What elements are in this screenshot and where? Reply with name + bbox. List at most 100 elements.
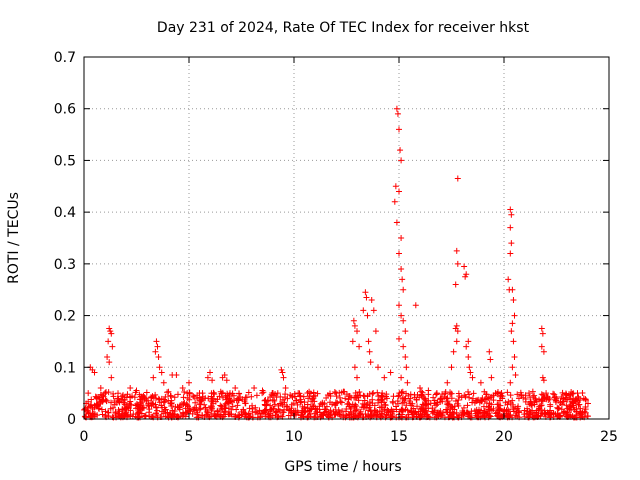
data-point bbox=[507, 206, 514, 213]
baseline-point bbox=[481, 413, 488, 420]
baseline-point bbox=[138, 410, 145, 417]
data-point bbox=[510, 297, 517, 304]
data-point bbox=[539, 374, 546, 381]
baseline-point bbox=[272, 409, 279, 416]
data-point bbox=[279, 369, 286, 376]
baseline-point bbox=[99, 411, 106, 418]
data-point bbox=[396, 250, 402, 257]
baseline-point bbox=[370, 390, 377, 397]
baseline-point bbox=[217, 402, 224, 409]
data-point bbox=[463, 271, 470, 278]
data-point bbox=[507, 379, 514, 386]
data-point bbox=[540, 348, 547, 355]
baseline-point bbox=[92, 411, 99, 418]
baseline-point bbox=[460, 409, 467, 416]
baseline-point bbox=[351, 403, 358, 410]
data-point bbox=[511, 353, 518, 360]
baseline-point bbox=[405, 411, 412, 418]
data-point bbox=[365, 338, 372, 345]
baseline-point bbox=[137, 405, 144, 412]
baseline-point bbox=[552, 393, 559, 400]
data-point bbox=[453, 322, 460, 329]
baseline-point bbox=[126, 400, 133, 407]
baseline-point bbox=[235, 411, 242, 418]
baseline-point bbox=[573, 408, 580, 415]
baseline-point bbox=[325, 413, 332, 420]
baseline-point bbox=[577, 405, 584, 412]
baseline-point bbox=[194, 409, 201, 416]
baseline-point bbox=[388, 406, 395, 413]
baseline-point bbox=[180, 411, 187, 418]
baseline-point bbox=[242, 394, 249, 401]
data-point bbox=[509, 286, 516, 293]
data-point bbox=[105, 338, 112, 345]
data-point bbox=[381, 374, 388, 381]
baseline-point bbox=[529, 388, 536, 395]
baseline-point bbox=[110, 404, 117, 411]
baseline-point bbox=[104, 409, 111, 416]
data-point bbox=[154, 343, 161, 350]
data-point bbox=[295, 390, 302, 397]
baseline-point bbox=[127, 412, 134, 419]
baseline-point bbox=[351, 413, 358, 420]
data-point bbox=[486, 348, 493, 355]
data-point bbox=[209, 377, 216, 384]
baseline-point bbox=[514, 405, 521, 412]
baseline-point bbox=[503, 411, 510, 418]
baseline-point bbox=[582, 395, 589, 402]
x-tick-label: 25 bbox=[600, 429, 618, 445]
baseline-point bbox=[367, 408, 374, 415]
data-point bbox=[507, 250, 514, 257]
baseline-point bbox=[309, 402, 316, 409]
baseline-point bbox=[577, 396, 584, 403]
baseline-point bbox=[81, 413, 88, 420]
baseline-point bbox=[145, 402, 152, 409]
baseline-point bbox=[242, 400, 249, 407]
baseline-point bbox=[507, 392, 514, 399]
baseline-point bbox=[196, 406, 203, 413]
y-tick-label: 0.2 bbox=[54, 309, 76, 325]
axis-ticks: 0 0.1 0.2 0.3 0.4 0.5 0.6 0.7 0 5 10 15 20 25 bbox=[54, 50, 618, 445]
baseline-point bbox=[352, 407, 359, 414]
baseline-point bbox=[538, 402, 545, 409]
data-point bbox=[450, 348, 457, 355]
baseline-point bbox=[249, 402, 256, 409]
baseline-point bbox=[99, 397, 106, 404]
baseline-point bbox=[509, 397, 516, 404]
baseline-point bbox=[201, 401, 208, 408]
data-point bbox=[465, 338, 472, 345]
baseline-point bbox=[322, 406, 329, 413]
data-point bbox=[173, 372, 180, 379]
baseline-point bbox=[331, 402, 338, 409]
x-tick-label: 15 bbox=[390, 429, 408, 445]
baseline-point bbox=[219, 389, 226, 396]
baseline-point bbox=[236, 412, 243, 419]
baseline-point bbox=[87, 402, 94, 409]
chart-title: Day 231 of 2024, Rate Of TEC Index for r… bbox=[157, 20, 530, 36]
baseline-point bbox=[194, 395, 201, 402]
data-point bbox=[207, 369, 213, 376]
baseline-point bbox=[343, 405, 350, 412]
baseline-point bbox=[110, 390, 117, 397]
data-point bbox=[104, 353, 111, 360]
baseline-point bbox=[445, 402, 452, 409]
data-point bbox=[396, 126, 402, 133]
data-point bbox=[368, 297, 375, 304]
baseline-point bbox=[336, 411, 343, 418]
baseline-point bbox=[161, 404, 168, 411]
baseline-point bbox=[245, 410, 252, 417]
baseline-point bbox=[398, 406, 405, 413]
baseline-point bbox=[123, 413, 130, 420]
baseline-point bbox=[353, 394, 360, 401]
data-point bbox=[349, 338, 356, 345]
baseline-point bbox=[333, 393, 340, 400]
baseline-point bbox=[389, 398, 396, 405]
data-point bbox=[351, 364, 358, 371]
baseline-point bbox=[280, 409, 287, 416]
baseline-point bbox=[569, 413, 576, 420]
data-point bbox=[510, 338, 517, 345]
baseline-point bbox=[431, 397, 438, 404]
grid-lines bbox=[84, 57, 609, 419]
baseline-point bbox=[132, 402, 139, 409]
